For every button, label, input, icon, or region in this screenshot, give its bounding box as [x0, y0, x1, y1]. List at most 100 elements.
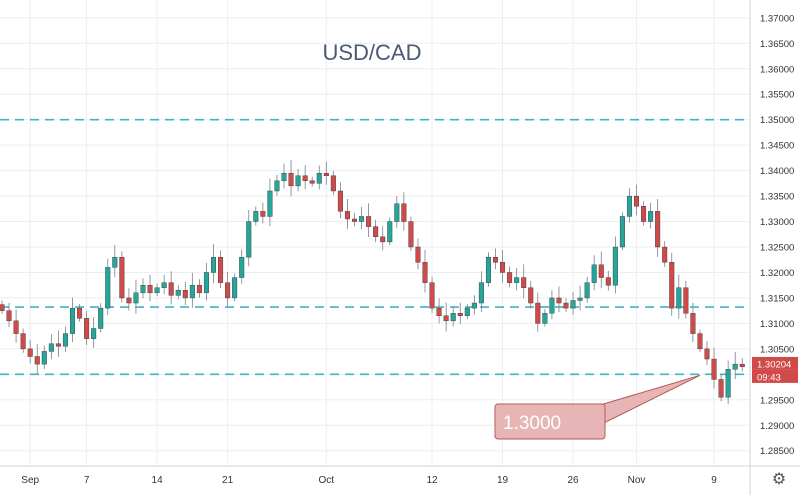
candle-body	[443, 315, 449, 322]
candle-body	[500, 262, 506, 273]
candle-body	[528, 287, 534, 304]
candle-body	[507, 272, 513, 283]
countdown-label: 09:43	[757, 372, 781, 383]
candle-body	[126, 297, 132, 304]
candle-body	[570, 300, 576, 309]
candle-body	[669, 262, 675, 309]
candle-body	[535, 302, 541, 324]
candle-body	[598, 264, 604, 278]
y-tick-label: 1.32500	[760, 243, 794, 254]
candle-body	[316, 172, 322, 184]
candle-body	[161, 282, 167, 288]
candle-body	[359, 216, 365, 222]
x-tick-label: Sep	[21, 475, 39, 486]
candle-body	[373, 226, 379, 238]
candle-body	[619, 216, 625, 248]
candle-body	[521, 277, 527, 288]
candle-body	[267, 190, 273, 217]
candle-body	[563, 302, 569, 309]
candle-body	[98, 307, 104, 329]
candle-body	[239, 256, 245, 278]
candle-body	[41, 351, 47, 365]
candle-body	[478, 282, 484, 304]
candle-body	[168, 282, 174, 296]
candle-body	[147, 285, 153, 294]
levels-layer	[0, 118, 750, 376]
candle-body	[549, 297, 555, 314]
candle-body	[344, 211, 350, 220]
candle-body	[330, 175, 336, 192]
candles-layer	[0, 159, 745, 405]
candle-body	[577, 297, 583, 301]
candle-body	[295, 175, 301, 187]
y-tick-label: 1.35500	[760, 90, 794, 101]
candle-body	[105, 267, 111, 309]
candle-body	[584, 282, 590, 299]
candle-body	[662, 246, 668, 263]
candle-body	[380, 236, 386, 243]
candle-body	[281, 172, 287, 181]
x-tick-label: 19	[497, 475, 509, 486]
candle-body	[196, 285, 202, 294]
candle-body	[732, 363, 738, 370]
candle-body	[408, 221, 414, 248]
y-tick-label: 1.30500	[760, 344, 794, 355]
candle-body	[182, 290, 188, 299]
candle-body	[366, 216, 372, 227]
candle-body	[20, 333, 26, 350]
y-tick-label: 1.33000	[760, 217, 794, 228]
x-tick-label: Nov	[628, 475, 646, 486]
y-tick-label: 1.29500	[760, 395, 794, 406]
candle-body	[514, 277, 520, 283]
settings-gear-icon[interactable]: ⚙	[771, 471, 787, 488]
candle-body	[605, 277, 611, 286]
x-tick-label: 21	[222, 475, 234, 486]
candle-body	[232, 277, 238, 299]
candle-body	[210, 256, 216, 273]
candle-body	[246, 221, 252, 258]
candle-body	[48, 343, 54, 352]
candle-body	[436, 307, 442, 316]
y-tick-label: 1.36500	[760, 39, 794, 50]
current-price-label: 1.30204	[757, 359, 791, 370]
candle-body	[337, 190, 343, 212]
candle-body	[542, 313, 548, 324]
annotation-text: 1.3000	[503, 413, 561, 434]
candle-body	[422, 262, 428, 283]
candle-body	[225, 282, 231, 299]
candle-body	[641, 206, 647, 222]
candle-body	[6, 310, 12, 322]
candle-body	[648, 211, 654, 222]
candle-body	[725, 369, 731, 398]
candle-body	[62, 333, 68, 347]
candle-body	[612, 246, 618, 286]
candle-body	[429, 282, 435, 309]
current-price-tag	[752, 356, 798, 370]
x-tick-label: 7	[84, 475, 90, 486]
candle-body	[27, 348, 33, 357]
y-tick-label: 1.29000	[760, 421, 794, 432]
candle-body	[288, 172, 294, 187]
candle-body	[464, 307, 470, 316]
y-tick-label: 1.32000	[760, 268, 794, 279]
candle-body	[133, 292, 139, 304]
y-tick-label: 1.33500	[760, 192, 794, 203]
y-tick-label: 1.34000	[760, 166, 794, 177]
candle-body	[676, 287, 682, 309]
candle-body	[309, 180, 315, 184]
y-tick-label: 1.28500	[760, 446, 794, 457]
candle-body	[485, 256, 491, 283]
candle-body	[0, 304, 5, 311]
x-tick-label: 14	[152, 475, 164, 486]
candle-body	[415, 246, 421, 263]
candle-body	[556, 297, 562, 304]
candle-body	[140, 285, 146, 294]
candle-body	[626, 195, 632, 217]
candle-body	[112, 256, 118, 268]
candle-body	[34, 356, 40, 365]
candle-body	[683, 287, 689, 314]
candle-body	[387, 221, 393, 243]
candle-body	[84, 318, 90, 339]
y-tick-label: 1.35000	[760, 115, 794, 126]
